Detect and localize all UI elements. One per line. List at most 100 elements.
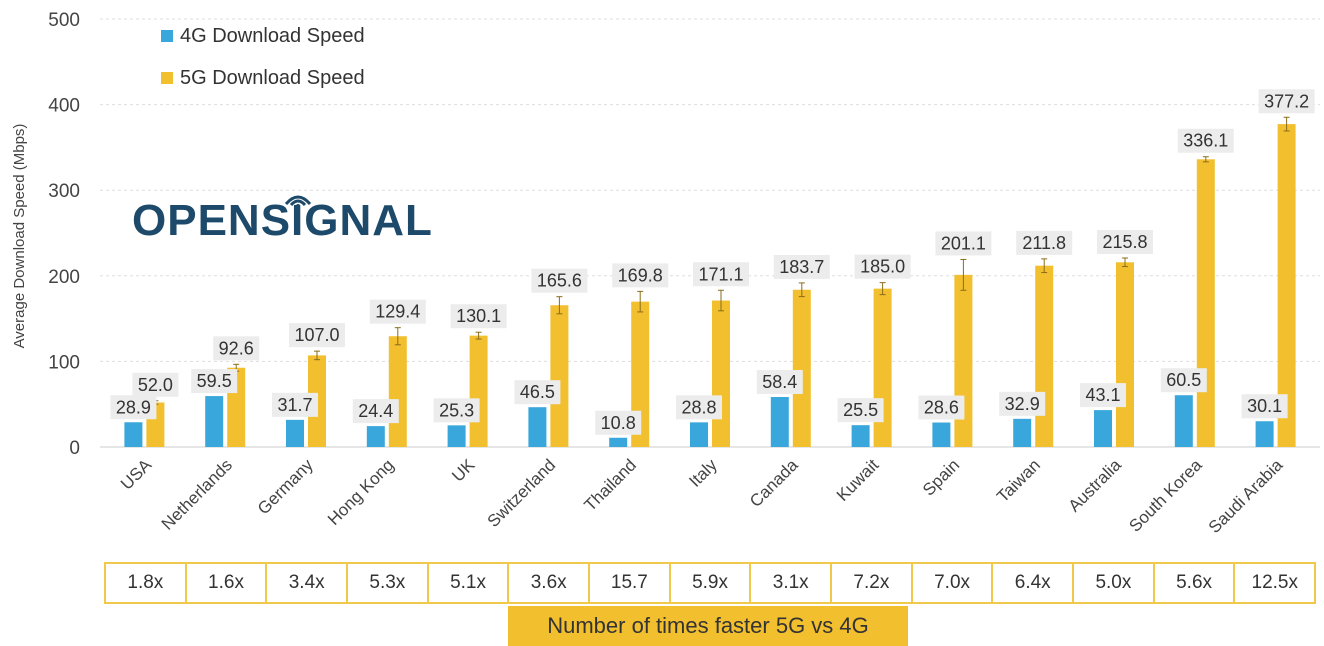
data-label-bg-5g bbox=[935, 231, 992, 256]
y-axis-label: Average Download Speed (Mbps) bbox=[11, 124, 28, 349]
data-label-bg-5g bbox=[693, 262, 749, 287]
y-tick-label: 300 bbox=[48, 181, 80, 202]
bar-4g bbox=[770, 397, 789, 447]
y-tick-label: 200 bbox=[48, 267, 80, 288]
data-label-5g: 52.0 bbox=[138, 375, 173, 395]
data-label-bg-5g bbox=[1016, 230, 1073, 255]
data-label-bg-5g bbox=[132, 372, 179, 397]
bar-5g bbox=[1196, 159, 1215, 447]
ratio-cell: 1.8x bbox=[106, 564, 187, 602]
data-label-bg-4g bbox=[756, 370, 803, 395]
bar-4g bbox=[205, 396, 224, 447]
data-label-bg-4g bbox=[999, 391, 1046, 416]
data-label-bg-4g bbox=[918, 395, 965, 420]
y-tick-label: 0 bbox=[69, 438, 80, 459]
data-label-bg-5g bbox=[1177, 128, 1234, 153]
ratio-cell: 1.6x bbox=[187, 564, 268, 602]
data-label-4g: 28.6 bbox=[924, 398, 959, 418]
ratio-cell: 5.0x bbox=[1074, 564, 1155, 602]
data-label-bg-4g bbox=[676, 395, 722, 420]
ratio-cell: 3.1x bbox=[751, 564, 833, 602]
bar-4g bbox=[1094, 410, 1112, 447]
data-label-bg-4g bbox=[110, 395, 157, 420]
bar-5g bbox=[873, 288, 892, 447]
data-label-bg-4g bbox=[433, 398, 480, 423]
data-label-5g: 165.6 bbox=[537, 271, 582, 291]
bar-5g bbox=[388, 336, 407, 447]
ratio-cell: 5.9x bbox=[671, 564, 752, 602]
x-tick-label: Hong Kong bbox=[324, 455, 398, 529]
x-tick-label: Spain bbox=[919, 455, 963, 499]
data-label-4g: 32.9 bbox=[1005, 394, 1040, 414]
ratio-caption: Number of times faster 5G vs 4G bbox=[508, 606, 908, 646]
data-label-5g: 336.1 bbox=[1183, 131, 1228, 151]
data-label-4g: 30.1 bbox=[1247, 396, 1282, 416]
data-label-4g: 46.5 bbox=[520, 382, 555, 402]
x-tick-label: Germany bbox=[254, 455, 317, 518]
data-label-bg-4g bbox=[1080, 383, 1126, 408]
data-label-bg-4g bbox=[514, 380, 561, 405]
logo-i: I bbox=[284, 195, 311, 246]
legend-swatch bbox=[161, 72, 173, 84]
legend-label: 5G Download Speed bbox=[180, 67, 365, 89]
data-label-4g: 43.1 bbox=[1085, 385, 1120, 405]
x-tick-label: Italy bbox=[685, 455, 721, 491]
data-label-4g: 10.8 bbox=[601, 413, 636, 433]
ratio-cell: 5.6x bbox=[1155, 564, 1236, 602]
data-label-5g: 130.1 bbox=[456, 306, 501, 326]
data-label-5g: 171.1 bbox=[698, 264, 743, 284]
data-label-4g: 28.8 bbox=[681, 397, 716, 417]
data-label-bg-5g bbox=[450, 304, 507, 329]
data-label-5g: 215.8 bbox=[1102, 232, 1147, 252]
data-label-5g: 211.8 bbox=[1022, 233, 1066, 253]
bar-4g bbox=[690, 422, 708, 447]
data-label-bg-4g bbox=[352, 399, 399, 424]
x-tick-label: USA bbox=[117, 455, 156, 494]
opensignal-logo: OPENS IGNAL bbox=[132, 195, 433, 246]
logo-text-start: OPENS bbox=[132, 196, 292, 245]
bar-4g bbox=[1174, 395, 1193, 447]
data-label-4g: 25.5 bbox=[843, 400, 878, 420]
data-label-bg-5g bbox=[612, 263, 669, 288]
data-label-bg-5g bbox=[213, 336, 260, 361]
data-label-bg-5g bbox=[1258, 89, 1315, 114]
bar-5g bbox=[1277, 124, 1296, 448]
data-label-5g: 107.0 bbox=[294, 325, 339, 345]
data-label-bg-5g bbox=[289, 323, 345, 348]
bar-4g bbox=[286, 419, 304, 447]
data-label-4g: 28.9 bbox=[116, 397, 151, 417]
ratio-cell: 3.4x bbox=[267, 564, 349, 602]
data-label-5g: 183.7 bbox=[779, 257, 824, 277]
logo-text-i: I bbox=[291, 196, 305, 245]
data-label-bg-4g bbox=[595, 410, 642, 435]
x-tick-label: Australia bbox=[1065, 455, 1126, 516]
ratio-cell: 5.3x bbox=[348, 564, 429, 602]
bar-5g bbox=[469, 335, 488, 447]
bar-4g bbox=[851, 425, 870, 447]
data-label-bg-5g bbox=[773, 254, 830, 279]
ratio-cell: 15.7 bbox=[590, 564, 671, 602]
bar-4g bbox=[124, 422, 143, 447]
y-tick-label: 400 bbox=[48, 96, 80, 117]
bar-5g bbox=[792, 289, 811, 447]
ratio-cell: 12.5x bbox=[1251, 572, 1298, 593]
data-label-bg-5g bbox=[1097, 229, 1153, 254]
legend-label: 4G Download Speed bbox=[180, 25, 365, 47]
bar-4g bbox=[609, 437, 628, 447]
bar-5g bbox=[631, 301, 650, 447]
bar-4g bbox=[366, 426, 385, 447]
bar-5g bbox=[954, 274, 973, 447]
bar-5g bbox=[712, 300, 730, 447]
x-tick-label: Switzerland bbox=[484, 455, 560, 531]
bar-4g bbox=[528, 407, 547, 447]
x-tick-label: Canada bbox=[746, 455, 802, 511]
bar-chart: 0 100 200 300 400 500 Average Download Speed (… bbox=[11, 10, 1320, 537]
data-label-bg-5g bbox=[369, 299, 426, 324]
data-label-4g: 60.5 bbox=[1166, 370, 1201, 390]
y-tick-label: 100 bbox=[48, 352, 80, 373]
bar-4g bbox=[932, 422, 951, 447]
data-label-bg-4g bbox=[837, 398, 884, 423]
ratio-cell: 6.4x bbox=[993, 564, 1075, 602]
data-label-4g: 59.5 bbox=[197, 371, 232, 391]
